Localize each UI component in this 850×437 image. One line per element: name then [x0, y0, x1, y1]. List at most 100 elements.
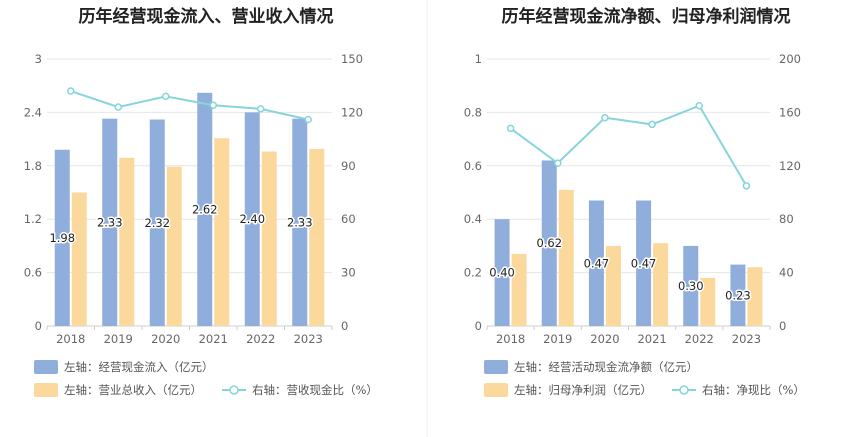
x-axis-tick-label: 2023 [294, 332, 323, 346]
legend-swatch [34, 383, 58, 397]
ratio-point [506, 124, 515, 133]
right-axis-tick-label: 0 [779, 319, 786, 333]
bar-data-label: 1.98 [49, 231, 75, 245]
bar-data-label: 0.62 [536, 236, 562, 250]
legend-point-swatch [679, 385, 689, 395]
legend-point-swatch [229, 385, 239, 395]
bar-data-label: 2.33 [97, 215, 123, 229]
bar-secondary [653, 243, 669, 326]
legend-swatch [484, 383, 508, 397]
bar-primary [730, 264, 746, 326]
ratio-point [601, 113, 609, 122]
right-axis-tick-label: 120 [341, 105, 363, 119]
bar-secondary [166, 166, 182, 326]
x-axis-tick-label: 2023 [732, 332, 761, 346]
bar-primary [588, 200, 604, 326]
bar-data-label: 0.40 [489, 266, 515, 280]
right-axis-tick-label: 80 [779, 212, 794, 226]
bar-primary [494, 219, 510, 326]
bar-data-label: 2.62 [192, 202, 218, 216]
legend-label: 左轴：归母净利润（亿元） [514, 383, 652, 397]
left-axis-tick-label: 0.4 [464, 212, 482, 226]
left-axis-tick-label: 2.4 [24, 105, 42, 119]
bar-primary [244, 112, 260, 327]
right-axis-tick-label: 40 [779, 266, 794, 280]
legend-label: 右轴：净现比（%） [702, 383, 805, 397]
chart-title: 历年经营现金流入、营业收入情况 [79, 6, 334, 27]
right-axis-tick-label: 160 [779, 105, 801, 119]
bar-secondary [261, 151, 277, 326]
left-axis-tick-label: 0.8 [464, 105, 482, 119]
bar-primary [149, 119, 165, 327]
x-axis-tick-label: 2020 [590, 332, 619, 346]
x-axis-tick-label: 2020 [151, 332, 180, 346]
left-axis-tick-label: 0 [35, 319, 42, 333]
right-axis-tick-label: 60 [341, 212, 356, 226]
ratio-point [695, 101, 703, 110]
right-axis-tick-label: 150 [341, 52, 363, 66]
ratio-point [114, 103, 122, 111]
ratio-point [648, 120, 656, 129]
bar-primary [102, 118, 118, 326]
bar-secondary [558, 189, 574, 326]
bar-secondary [214, 138, 230, 326]
bar-secondary [309, 148, 325, 326]
ratio-line [509, 104, 748, 187]
bar-secondary [747, 267, 763, 326]
x-axis-tick-label: 2018 [496, 332, 525, 346]
ratio-line [70, 90, 309, 121]
bar-secondary [71, 192, 87, 326]
bar-secondary [605, 245, 621, 326]
legend-swatch [484, 360, 508, 374]
bar-data-label: 2.40 [239, 212, 265, 226]
x-axis-tick-label: 2021 [199, 332, 228, 346]
bar-data-label: 2.32 [144, 216, 170, 230]
ratio-point [257, 105, 265, 113]
right-axis-tick-label: 200 [779, 52, 801, 66]
x-axis-tick-label: 2019 [543, 332, 572, 346]
chart-title: 历年经营现金流净额、归母净利润情况 [502, 6, 791, 27]
ratio-point [554, 159, 562, 167]
x-axis-tick-label: 2022 [685, 332, 714, 346]
bar-primary [197, 92, 213, 326]
bar-data-label: 0.23 [725, 288, 751, 302]
left-axis-tick-label: 3 [35, 52, 42, 66]
left-axis-tick-label: 1 [475, 52, 482, 66]
legend-swatch [34, 360, 58, 374]
bar-data-label: 2.33 [287, 215, 313, 229]
bar-primary [54, 149, 70, 326]
left-axis-tick-label: 0.6 [24, 266, 42, 280]
bar-primary [292, 118, 308, 326]
bar-secondary [511, 253, 527, 326]
bar-data-label: 0.30 [678, 279, 704, 293]
bar-primary [683, 245, 699, 326]
ratio-point [67, 87, 75, 95]
bar-primary [636, 200, 652, 326]
right-axis-tick-label: 0 [341, 319, 348, 333]
x-axis-tick-label: 2022 [246, 332, 275, 346]
bar-secondary [700, 277, 716, 326]
ratio-point [742, 182, 751, 190]
x-axis-tick-label: 2021 [637, 332, 666, 346]
left-axis-tick-label: 0 [475, 319, 482, 333]
legend-label: 右轴：营收现金比（%） [252, 383, 378, 397]
left-axis-tick-label: 1.8 [24, 159, 42, 173]
legend-label: 左轴：经营现金流入（亿元） [64, 360, 214, 374]
x-axis-tick-label: 2018 [56, 332, 85, 346]
legend-label: 左轴：营业总收入（亿元） [64, 383, 202, 397]
bar-data-label: 0.47 [584, 256, 610, 270]
ratio-point [304, 115, 312, 124]
left-axis-tick-label: 1.2 [24, 212, 42, 226]
legend-label: 左轴：经营活动现金流净额（亿元） [514, 360, 698, 374]
right-axis-tick-label: 120 [779, 159, 801, 173]
right-axis-tick-label: 30 [341, 266, 356, 280]
bar-secondary [119, 157, 135, 326]
left-axis-tick-label: 0.6 [464, 159, 482, 173]
bar-primary [541, 160, 557, 326]
ratio-point [209, 101, 217, 110]
ratio-point [162, 92, 170, 101]
bar-data-label: 0.47 [631, 256, 657, 270]
right-axis-tick-label: 90 [341, 159, 356, 173]
left-axis-tick-label: 0.2 [464, 266, 482, 280]
